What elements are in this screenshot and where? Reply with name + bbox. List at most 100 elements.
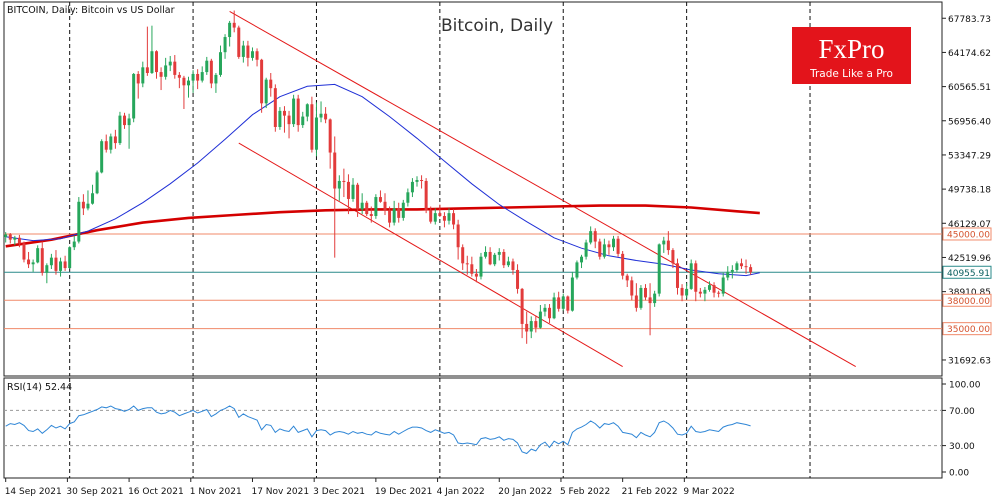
candle-body [662,240,666,245]
candle-body [369,214,373,216]
candle-body [410,181,414,193]
candle-body [671,250,675,264]
candle-body [109,136,113,150]
candle-body [607,244,611,248]
candle-body [616,238,620,254]
candle-body [168,61,172,66]
candle-body [584,242,588,257]
date-tick-label: 20 Jan 2022 [498,487,552,497]
candle-body [452,213,456,225]
candle-body [717,292,721,294]
candle-body [145,67,149,74]
candle-body [429,210,433,222]
date-tick-label: 30 Sep 2021 [66,487,123,497]
candle-body [602,244,606,257]
date-tick-label: 9 Mar 2022 [683,487,734,497]
price-tag-label: 40955.91 [947,269,990,279]
candle-body [13,237,17,240]
candle-body [707,285,711,290]
price-tick-label: 49738.18 [948,186,991,196]
date-tick-label: 14 Sep 2021 [5,487,62,497]
candle-body [360,202,364,210]
candle-body [17,237,21,244]
candle-body [484,251,488,257]
candle-body [680,287,684,296]
candle-body [86,203,90,209]
fxpro-logo-tagline: Trade Like a Pro [809,68,893,80]
price-tag-label: 45000.00 [947,230,990,240]
candle-body [282,110,286,116]
candle-body [278,110,282,127]
vertical-separators [69,2,811,478]
price-tick-label: 60565.51 [948,83,991,93]
candle-body [182,77,186,86]
candle-body [324,113,328,120]
candle-body [442,215,446,221]
candle-body [493,254,497,265]
trend-channel[interactable] [229,11,856,367]
candle-body [749,267,753,273]
candle-body [548,307,552,319]
price-tag-box [942,227,992,241]
candle-body [634,295,638,308]
candle-body [337,180,341,189]
rsi-tick-label: 0.00 [949,469,969,479]
candle-body [54,257,58,271]
candle-body [456,224,460,248]
candle-body [296,98,300,126]
price-tick-label: 67783.73 [948,15,991,25]
candle-body [104,141,108,150]
candle-body [630,280,634,296]
date-tick-label: 21 Feb 2022 [622,487,678,497]
candle-body [497,251,501,255]
candle-body [328,119,332,153]
candle-body [420,180,424,182]
candle-body [648,297,652,304]
date-tick-label: 3 Dec 2021 [313,487,365,497]
candle-body [49,257,53,266]
candle-body [401,202,405,218]
candle-body [374,197,378,216]
candle-body [214,74,218,84]
candle-body [132,73,136,119]
candle-body [625,275,629,281]
candle-body [653,293,657,304]
fxpro-logo-bg [792,27,911,84]
candle-body [644,287,647,298]
candle-body [200,72,204,81]
candle-body [543,307,547,312]
fxpro-logo[interactable]: FxPro Trade Like a Pro [792,27,911,84]
candle-body [561,296,565,309]
candle-body [205,60,209,73]
candle-body [136,73,140,84]
candle-body [639,287,643,308]
candle-body [502,251,506,266]
price-tag-box [942,293,992,307]
candle-body [415,180,419,182]
price-tick-label: 38910.85 [948,288,991,298]
candle-body [287,115,291,125]
candle-body [621,253,625,276]
candle-body [333,152,337,189]
candle-body [657,244,661,294]
candle-body [150,51,154,74]
candle-body [424,180,428,211]
candle-body [525,323,529,332]
candle-body [406,192,410,203]
channel-line [229,11,856,367]
price-tag-label: 35000.00 [947,325,990,335]
price-tick-label: 56956.40 [948,117,991,127]
candle-body [310,104,314,150]
rsi-label: RSI(14) 52.44 [7,382,72,393]
rsi-indicator [4,405,942,455]
candle-body [383,201,387,211]
symbol-info: BITCOIN, Daily: Bitcoin vs US Dollar [7,5,175,16]
candle-body [173,61,177,75]
fxpro-logo-brand: FxPro [818,34,884,64]
candle-body [81,201,85,209]
candle-body [726,271,730,278]
price-tag-label: 38000.00 [947,297,990,307]
candle-body [264,79,268,104]
date-tick-label: 19 Dec 2021 [375,487,433,497]
